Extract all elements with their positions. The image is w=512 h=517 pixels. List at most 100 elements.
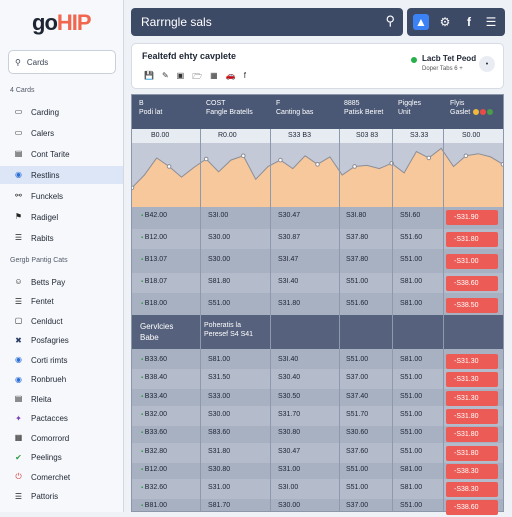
sidebar-item-label: Restlins — [31, 170, 60, 180]
column-header-top: B — [139, 100, 144, 107]
sidebar-item[interactable]: ▤ Cont Tarite — [0, 145, 123, 163]
sidebar-item[interactable]: ⚯ Funckels — [0, 187, 123, 205]
table-cell: S31.70 — [278, 410, 301, 418]
table-row[interactable]: B42.00 S3I.00 S30.47 S3I.80 S5I.60 -S31.90 — [132, 207, 503, 227]
sidebar-item[interactable]: ☺ Betts Pay — [0, 273, 123, 291]
column-header[interactable]: COST Fangle Bratells — [206, 99, 253, 117]
sidebar-search-input[interactable]: ⚲ Cards — [8, 50, 116, 74]
negative-value-badge: -S38.60 — [446, 500, 498, 516]
sidebar-item[interactable]: ▦ Comorrord — [0, 429, 123, 447]
subheader-cell: S3.33 — [410, 132, 429, 139]
table-row[interactable]: B18.07 S81.80 S3I.40 S51.00 S81.00 -S38.60 — [132, 273, 503, 293]
folder-icon[interactable]: 🗁 — [192, 72, 203, 81]
column-divider — [443, 129, 444, 511]
sidebar-item[interactable]: ☰ Fentet — [0, 293, 123, 311]
legend-dot-red — [480, 109, 486, 115]
facebook-icon[interactable]: f — [467, 15, 471, 29]
column-header[interactable]: Pigqles Unit — [398, 99, 421, 117]
sidebar-item[interactable]: ▤ Rleita — [0, 390, 123, 408]
save-icon[interactable]: 💾 — [144, 71, 154, 80]
pen-icon[interactable]: ✎ — [161, 71, 169, 80]
cross-icon: ✖ — [15, 335, 22, 345]
table-cell: S51.00 — [400, 256, 423, 263]
table-row[interactable]: B32.60 S31.00 S3I.00 S51.00 S81.00 -S38.30 — [132, 479, 503, 500]
bookmark-icon[interactable]: ▲ — [413, 14, 429, 30]
sidebar-item[interactable]: ◉ Corti rimts — [0, 351, 123, 369]
sidebar-item[interactable]: ✖ Posfagries — [0, 332, 123, 350]
header-search-bar[interactable]: Rarrngle sals ⚲ — [131, 8, 403, 36]
globe-icon: ◉ — [15, 355, 22, 364]
table-cell: S37.80 — [346, 234, 369, 241]
negative-value-badge: -S31.80 — [446, 408, 498, 424]
facebook-icon[interactable]: f — [243, 71, 246, 80]
legend-dots — [473, 109, 493, 115]
table-cell: B12.00 — [141, 466, 167, 473]
section-label-1: Gervlcies — [140, 322, 174, 331]
table-row[interactable]: B12.00 S30.00 S30.87 S37.80 S51.60 -S31.80 — [132, 229, 503, 249]
sidebar-item[interactable]: ☰ Pattoris — [0, 488, 123, 506]
card-icon: ▭ — [14, 107, 23, 116]
table-row[interactable]: B32.80 S31.80 S30.47 S37.60 S51.00 -S31.80 — [132, 442, 503, 463]
column-header-top: COST — [206, 100, 226, 107]
table-row[interactable]: B33.60 S81.00 S3I.40 S51.00 S81.00 -S31.30 — [132, 351, 503, 371]
table-row[interactable]: B33.40 S33.00 S30.50 S37.40 S51.00 -S31.30 — [132, 388, 503, 408]
table-cell: S51.00 — [346, 356, 369, 363]
table-cell: S30.87 — [278, 234, 301, 241]
doc-icon: ▤ — [14, 394, 23, 403]
table-cell: S81.00 — [400, 300, 423, 307]
table-cell: S81.00 — [400, 484, 423, 492]
table-row[interactable]: B33.60 S83.60 S30.80 S30.60 S51.00 -S31.80 — [132, 424, 503, 444]
table-icon[interactable]: ▦ — [210, 71, 218, 80]
subheader-cell: R0.00 — [218, 132, 237, 139]
table-cell: S51.60 — [400, 234, 423, 241]
sidebar-item[interactable]: ⚑ Radigel — [0, 208, 123, 226]
section-band: Gervlcies Babe Poheratis la Peresef S4 S… — [132, 315, 503, 349]
column-header[interactable]: F Canting bas — [276, 99, 313, 117]
table-cell: B12.00 — [141, 234, 167, 241]
sidebar-item-label: Corti rimts — [31, 355, 68, 365]
column-header[interactable]: Flyis Gaslet — [450, 99, 470, 117]
search-icon[interactable]: ⚲ — [385, 13, 395, 28]
table-row[interactable]: B12.00 S30.80 S31.00 S51.00 S81.00 -S38.30 — [132, 461, 503, 481]
table-cell: S51.00 — [400, 410, 423, 418]
table-cell: S81.70 — [208, 502, 231, 510]
status-button[interactable]: • — [479, 56, 495, 72]
table-row[interactable]: B18.00 S51.00 S31.80 S51.60 S81.00 -S38.50 — [132, 295, 503, 315]
sidebar-item[interactable]: ◉ Restlins — [0, 166, 123, 184]
screen-icon[interactable]: ▣ — [176, 71, 185, 80]
table-cell: B32.60 — [141, 484, 167, 491]
car-icon[interactable]: 🚗 — [225, 71, 236, 80]
table-row[interactable]: B81.00 S81.70 S30.00 S37.00 S51.00 -S38.60 — [132, 497, 503, 517]
sidebar-item[interactable]: ✦ Pactacces — [0, 410, 123, 428]
table-cell: S31.00 — [278, 465, 301, 473]
sidebar-item[interactable]: ▭ Carding — [0, 103, 123, 121]
table-cell: S3I.00 — [278, 484, 299, 492]
subheader-cell: B0.00 — [151, 132, 170, 139]
sidebar-item[interactable]: ▭ Calers — [0, 124, 123, 142]
search-icon: ⚲ — [15, 57, 21, 67]
status-dot — [411, 57, 417, 63]
table-row[interactable]: B32.00 S30.00 S31.70 S51.70 S51.00 -S31.80 — [132, 405, 503, 426]
menu-icon[interactable]: ☰ — [485, 15, 497, 29]
subheader-cell: S03 83 — [356, 132, 379, 139]
sidebar-item[interactable]: ⏻ Comerchet — [0, 468, 123, 486]
sidebar-item[interactable]: ☰ Rabits — [0, 229, 123, 247]
table-cell: S37.80 — [346, 256, 369, 263]
column-header[interactable]: 8885 Patisk Beiret — [344, 99, 383, 117]
table-row[interactable]: B38.40 S31.50 S30.40 S37.00 S51.00 -S31.30 — [132, 369, 503, 390]
sidebar-item[interactable]: ✔ Peelings — [0, 449, 123, 467]
table-cell: S3I.00 — [208, 212, 229, 219]
negative-value-badge: -S38.30 — [446, 482, 498, 498]
negative-value-badge: -S31.00 — [446, 254, 498, 269]
sidebar-item[interactable]: ◉ Ronbrueh — [0, 371, 123, 389]
gear-icon[interactable]: ⚙ — [439, 15, 451, 29]
person-icon: ☺ — [14, 277, 23, 286]
brand-logo[interactable]: goHIP — [32, 10, 92, 36]
column-header[interactable]: B Podi lat — [139, 99, 162, 117]
sidebar-item[interactable]: ▢ Cenlduct — [0, 312, 123, 330]
table-cell: B32.80 — [141, 448, 167, 455]
table-row[interactable]: B13.07 S30.00 S3I.47 S37.80 S51.00 -S31.00 — [132, 251, 503, 271]
table-cell: S30.60 — [346, 429, 369, 437]
sidebar-item-label: Comerchet — [31, 472, 71, 482]
table-cell: S81.00 — [208, 356, 231, 363]
